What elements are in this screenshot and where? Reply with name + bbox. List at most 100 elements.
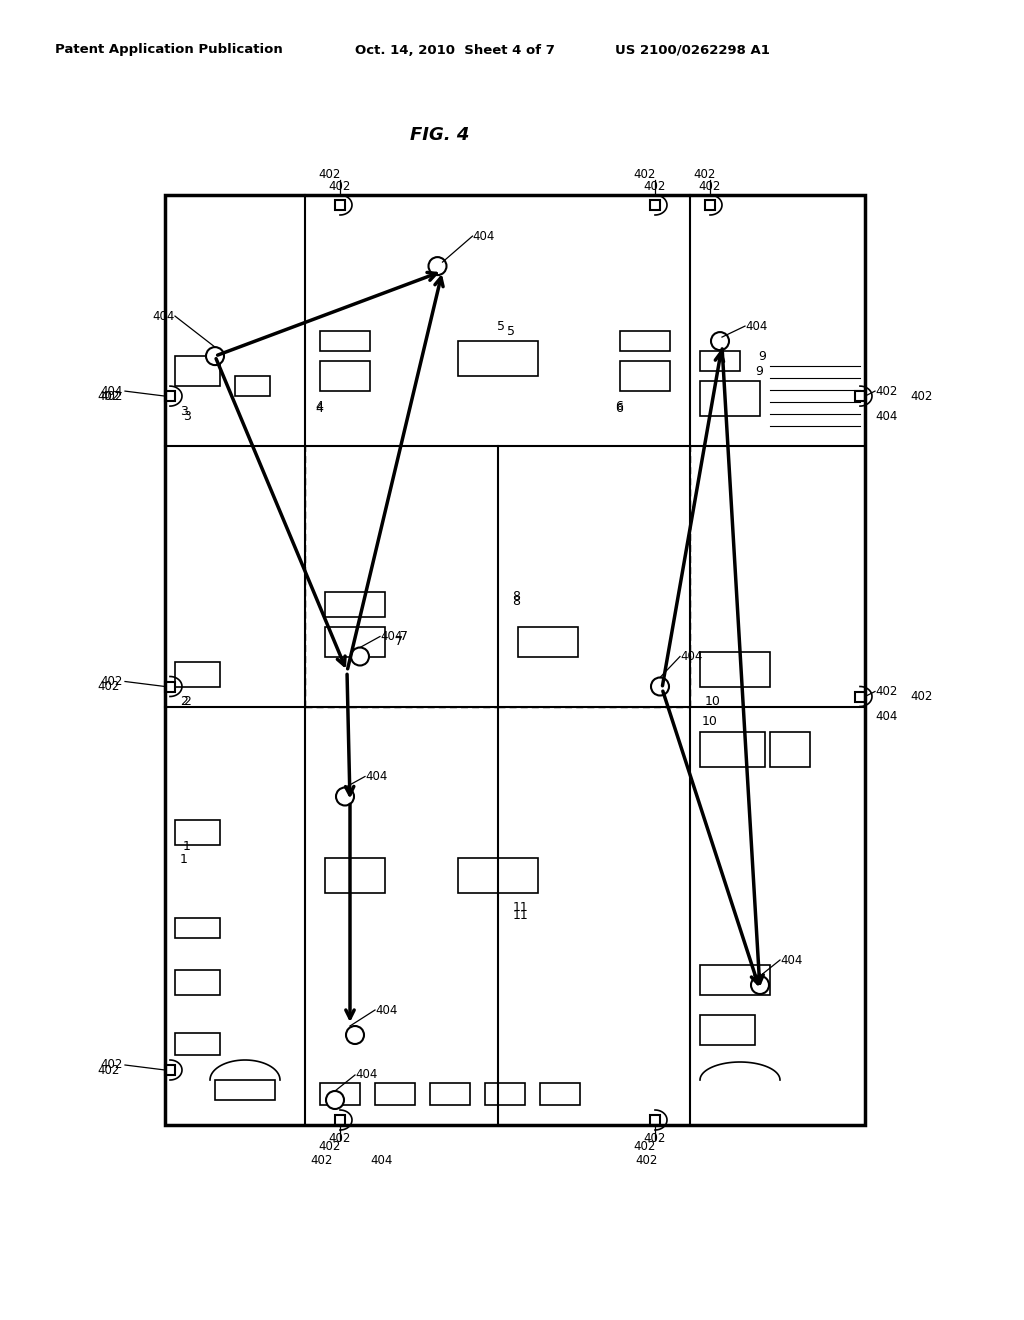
Bar — [700, 652, 770, 686]
Bar — [215, 1080, 275, 1100]
Text: 4: 4 — [315, 400, 323, 413]
Bar — [319, 362, 370, 391]
Bar — [458, 858, 538, 892]
Text: 402: 402 — [100, 675, 123, 688]
Text: 8: 8 — [512, 595, 520, 609]
Bar — [430, 1082, 470, 1105]
Bar — [855, 391, 865, 401]
Bar — [700, 351, 740, 371]
Text: 9: 9 — [755, 364, 763, 378]
Circle shape — [711, 333, 729, 350]
Bar — [234, 376, 270, 396]
Text: 402: 402 — [318, 169, 341, 181]
Circle shape — [206, 347, 224, 366]
Text: 3: 3 — [180, 405, 187, 417]
Text: 7: 7 — [400, 630, 408, 643]
Text: 404: 404 — [355, 1068, 378, 1081]
Bar — [700, 965, 770, 995]
Bar — [175, 1034, 220, 1055]
Text: 402: 402 — [910, 690, 933, 704]
Bar — [325, 627, 385, 656]
Text: 7: 7 — [395, 635, 403, 648]
Text: 3: 3 — [183, 409, 190, 422]
Bar — [175, 661, 220, 686]
Text: 402: 402 — [634, 169, 656, 181]
Bar — [650, 201, 660, 210]
Bar — [175, 820, 220, 845]
Circle shape — [751, 975, 769, 994]
Text: 402: 402 — [694, 169, 716, 181]
Text: US 2100/0262298 A1: US 2100/0262298 A1 — [615, 44, 770, 57]
Bar — [620, 331, 670, 351]
Bar — [335, 1115, 345, 1125]
Text: 402: 402 — [644, 181, 667, 194]
Text: 404: 404 — [680, 649, 702, 663]
Circle shape — [651, 677, 669, 696]
Circle shape — [326, 1092, 344, 1109]
Text: 5: 5 — [498, 319, 506, 333]
Bar — [335, 201, 345, 210]
Bar — [650, 1115, 660, 1125]
Text: FIG. 4: FIG. 4 — [411, 125, 470, 144]
Circle shape — [336, 788, 354, 805]
Bar — [319, 1082, 360, 1105]
Text: 402: 402 — [97, 680, 120, 693]
Text: 9: 9 — [758, 350, 766, 363]
Text: 11: 11 — [512, 909, 528, 921]
Bar — [165, 391, 175, 401]
Text: Oct. 14, 2010  Sheet 4 of 7: Oct. 14, 2010 Sheet 4 of 7 — [355, 44, 555, 57]
Text: Patent Application Publication: Patent Application Publication — [55, 44, 283, 57]
Text: 402: 402 — [97, 389, 120, 403]
Text: 4: 4 — [315, 401, 323, 414]
Text: 5: 5 — [508, 325, 515, 338]
Bar — [700, 381, 760, 416]
Text: 402: 402 — [329, 181, 351, 194]
Text: 2: 2 — [180, 696, 187, 708]
Text: 402: 402 — [100, 1059, 123, 1072]
Text: 402: 402 — [310, 1154, 333, 1167]
Bar — [485, 1082, 525, 1105]
Bar — [165, 681, 175, 692]
Text: 10: 10 — [705, 696, 721, 708]
Text: 402: 402 — [318, 1140, 341, 1154]
Text: 1: 1 — [183, 840, 190, 853]
Text: 404: 404 — [745, 319, 767, 333]
Bar — [175, 356, 220, 385]
Text: 6: 6 — [615, 401, 623, 414]
Bar — [700, 1015, 755, 1045]
Bar — [175, 917, 220, 937]
Text: 402: 402 — [874, 384, 897, 397]
Text: 402: 402 — [634, 1140, 656, 1154]
Text: 6: 6 — [615, 400, 623, 413]
Bar — [165, 195, 865, 1125]
Text: 2: 2 — [183, 696, 190, 708]
Bar — [705, 201, 715, 210]
Text: 404: 404 — [100, 384, 123, 397]
Bar — [540, 1082, 580, 1105]
Text: 11: 11 — [512, 902, 528, 913]
Text: 404: 404 — [153, 310, 175, 322]
Bar — [319, 331, 370, 351]
Text: 402: 402 — [644, 1131, 667, 1144]
Text: 402: 402 — [97, 1064, 120, 1077]
Text: 10: 10 — [702, 715, 718, 729]
Bar — [855, 692, 865, 701]
Text: 404: 404 — [375, 1003, 397, 1016]
Circle shape — [428, 257, 446, 275]
Bar — [770, 731, 810, 767]
Text: 404: 404 — [472, 230, 495, 243]
Bar — [700, 731, 765, 767]
Bar — [458, 341, 538, 376]
Text: 404: 404 — [370, 1154, 392, 1167]
Bar — [517, 627, 578, 656]
Text: 402: 402 — [100, 389, 123, 403]
Text: 402: 402 — [910, 389, 933, 403]
Text: 1: 1 — [180, 853, 187, 866]
Text: 404: 404 — [874, 409, 897, 422]
Bar — [325, 858, 385, 892]
Bar — [165, 1065, 175, 1074]
Text: 404: 404 — [780, 953, 803, 966]
Bar — [325, 591, 385, 616]
Text: 404: 404 — [365, 770, 387, 783]
Text: 402: 402 — [329, 1131, 351, 1144]
